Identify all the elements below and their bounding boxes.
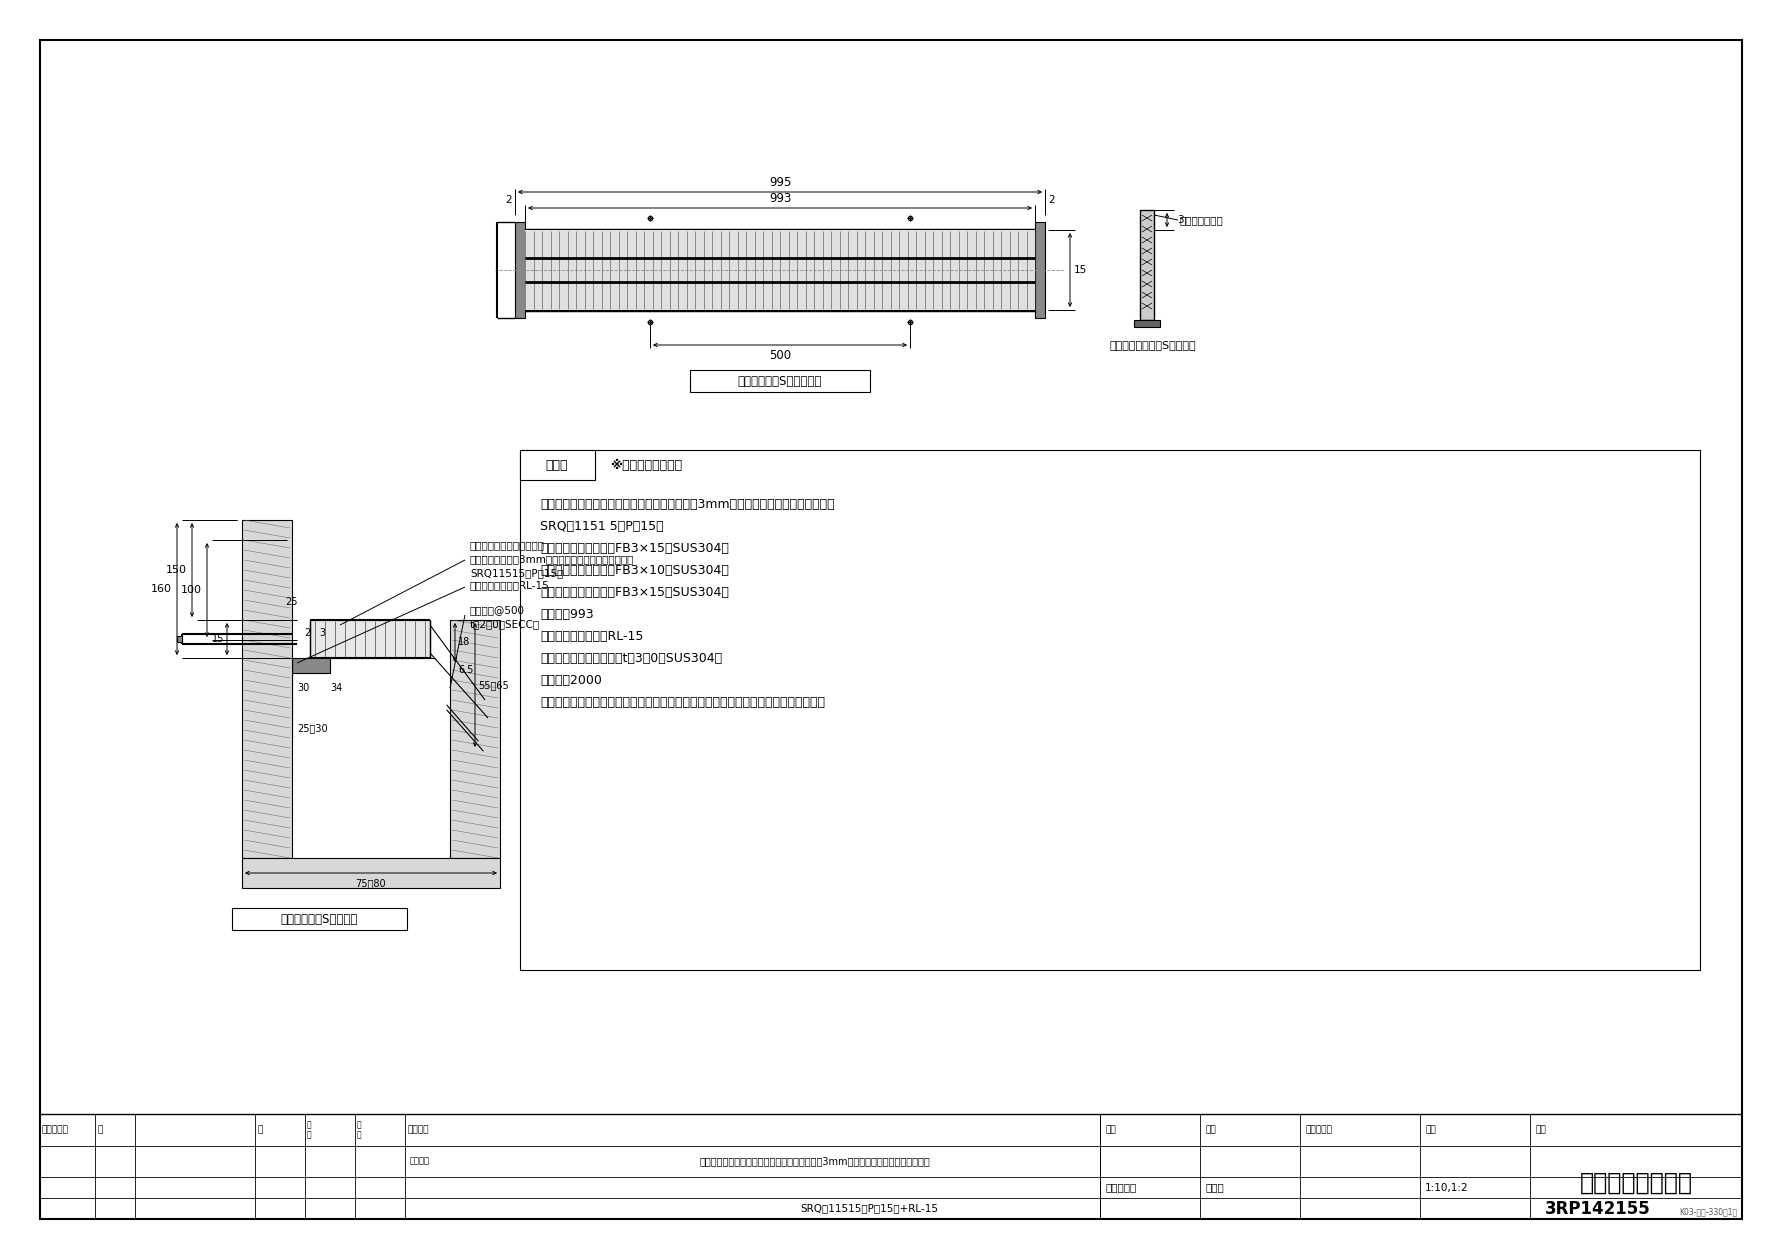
Text: ステンレス製グレーチング: ステンレス製グレーチング xyxy=(470,540,545,550)
Bar xyxy=(451,619,501,857)
Text: 3: 3 xyxy=(1176,215,1183,225)
Text: 1:10,1:2: 1:10,1:2 xyxy=(1426,1182,1468,1192)
Text: 34: 34 xyxy=(330,682,342,692)
Text: 田畸純: 田畸純 xyxy=(1205,1182,1224,1192)
Bar xyxy=(242,857,501,888)
Text: 縮尺: 縮尺 xyxy=(1426,1126,1436,1134)
Text: 75～80: 75～80 xyxy=(356,878,387,888)
Text: SRQ11515（P＝15）: SRQ11515（P＝15） xyxy=(470,568,563,578)
Text: 材質：メインバー　FB3×15（SUS304）: 材質：メインバー FB3×15（SUS304） xyxy=(540,543,729,555)
Text: ステンレス製グレーチング　滑り止め模様付　3mmフラットバー　横断溝・側溝用: ステンレス製グレーチング 滑り止め模様付 3mmフラットバー 横断溝・側溝用 xyxy=(700,1156,930,1166)
Bar xyxy=(515,222,526,319)
Text: 25～30: 25～30 xyxy=(298,723,328,733)
Bar xyxy=(1140,210,1155,320)
Text: 施工場所の状況に合わせて、アンカーをプライヤー等で折り曲げてご使用ください。: 施工場所の状況に合わせて、アンカーをプライヤー等で折り曲げてご使用ください。 xyxy=(540,696,825,709)
Text: 55～65: 55～65 xyxy=(478,680,508,690)
Bar xyxy=(1133,320,1160,327)
Text: SRQ、1151 5（P＝15）: SRQ、1151 5（P＝15） xyxy=(540,520,663,533)
Bar xyxy=(242,520,292,857)
Bar xyxy=(526,230,1035,310)
Text: 18: 18 xyxy=(458,637,470,647)
Text: 滑り止め模様付　3mmフラットバー　横断溝・側溝用: 滑り止め模様付 3mmフラットバー 横断溝・側溝用 xyxy=(470,554,634,564)
Text: 15: 15 xyxy=(212,635,225,645)
Text: 25: 25 xyxy=(285,597,298,607)
Text: メインバー表面　S＝１：１: メインバー表面 S＝１：１ xyxy=(1110,340,1198,350)
Text: 2: 2 xyxy=(1048,195,1055,205)
Text: サイドバー　FB3×15（SUS304）: サイドバー FB3×15（SUS304） xyxy=(540,585,729,599)
Text: SRQ】11515（P＝15）+RL-15: SRQ】11515（P＝15）+RL-15 xyxy=(800,1204,937,1214)
Text: 15: 15 xyxy=(1075,264,1087,274)
Text: ローレット模様: ローレット模様 xyxy=(1180,215,1222,225)
Bar xyxy=(282,658,292,738)
Text: クロスバー　FB3×10（SUS304）: クロスバー FB3×10（SUS304） xyxy=(540,564,729,577)
Text: 製
図: 製 図 xyxy=(307,1121,312,1139)
Text: 2: 2 xyxy=(305,628,310,638)
Text: アンカー@500: アンカー@500 xyxy=(470,606,526,614)
Text: 図面名称: 図面名称 xyxy=(410,1157,429,1166)
Text: 作成年月日: 作成年月日 xyxy=(1304,1126,1331,1134)
Text: カネソウ株式会社: カネソウ株式会社 xyxy=(1579,1171,1693,1195)
Text: 図番: 図番 xyxy=(1534,1126,1545,1134)
Text: 年・月・日: 年・月・日 xyxy=(43,1126,69,1134)
Text: 定尺：2000: 定尺：2000 xyxy=(540,674,602,687)
Text: 標
注: 標 注 xyxy=(356,1121,362,1139)
Text: K03-事雑-330（1）: K03-事雑-330（1） xyxy=(1679,1207,1737,1216)
Text: 酒井ひと美: 酒井ひと美 xyxy=(1105,1182,1137,1192)
Text: 容: 容 xyxy=(257,1126,262,1134)
Text: ※適用荷重：歩行用: ※適用荷重：歩行用 xyxy=(609,458,683,472)
Bar xyxy=(292,658,330,674)
Text: 995: 995 xyxy=(768,176,791,189)
Text: 平面詳細図　S＝１：１０: 平面詳細図 S＝１：１０ xyxy=(738,374,822,388)
Text: 100: 100 xyxy=(182,585,201,596)
Text: ステンレス製グレーチング　滑り止め模様付　3mmフラットバー　横断溝・側溝用: ステンレス製グレーチング 滑り止め模様付 3mmフラットバー 横断溝・側溝用 xyxy=(540,499,834,511)
Text: 定尺：993: 定尺：993 xyxy=(540,608,593,621)
Text: 工事名称: 工事名称 xyxy=(406,1126,428,1134)
Text: 材質：ステンレス鉢板t＝3．0（SUS304）: 材質：ステンレス鉢板t＝3．0（SUS304） xyxy=(540,652,722,665)
Text: 仕　様: 仕 様 xyxy=(545,458,568,472)
Bar xyxy=(690,370,870,392)
Bar xyxy=(232,908,406,930)
Text: 2: 2 xyxy=(506,195,511,205)
Text: 993: 993 xyxy=(768,193,791,205)
Text: 160: 160 xyxy=(151,584,173,594)
Text: 6.5: 6.5 xyxy=(458,665,474,675)
Text: ステンレス製受枚　RL-15: ステンレス製受枚 RL-15 xyxy=(540,630,643,643)
Bar xyxy=(176,636,182,642)
Bar xyxy=(1035,222,1044,319)
Text: 断面詳細図　S＝１：２: 断面詳細図 S＝１：２ xyxy=(280,913,358,925)
Text: 検図: 検図 xyxy=(1205,1126,1215,1134)
Bar xyxy=(310,619,429,658)
Text: 内: 内 xyxy=(96,1126,102,1134)
Text: 3RP142155: 3RP142155 xyxy=(1545,1200,1650,1217)
Text: 製図: 製図 xyxy=(1105,1126,1116,1134)
Text: 500: 500 xyxy=(770,349,791,363)
Text: 30: 30 xyxy=(298,682,310,692)
Text: 150: 150 xyxy=(166,565,187,575)
Bar xyxy=(520,449,595,480)
Bar xyxy=(520,449,1700,969)
Text: ステンレス製受枚RL-15: ステンレス製受枚RL-15 xyxy=(470,580,551,590)
Text: t＝2．0（SECC）: t＝2．0（SECC） xyxy=(470,619,540,630)
Text: 3: 3 xyxy=(319,628,324,638)
